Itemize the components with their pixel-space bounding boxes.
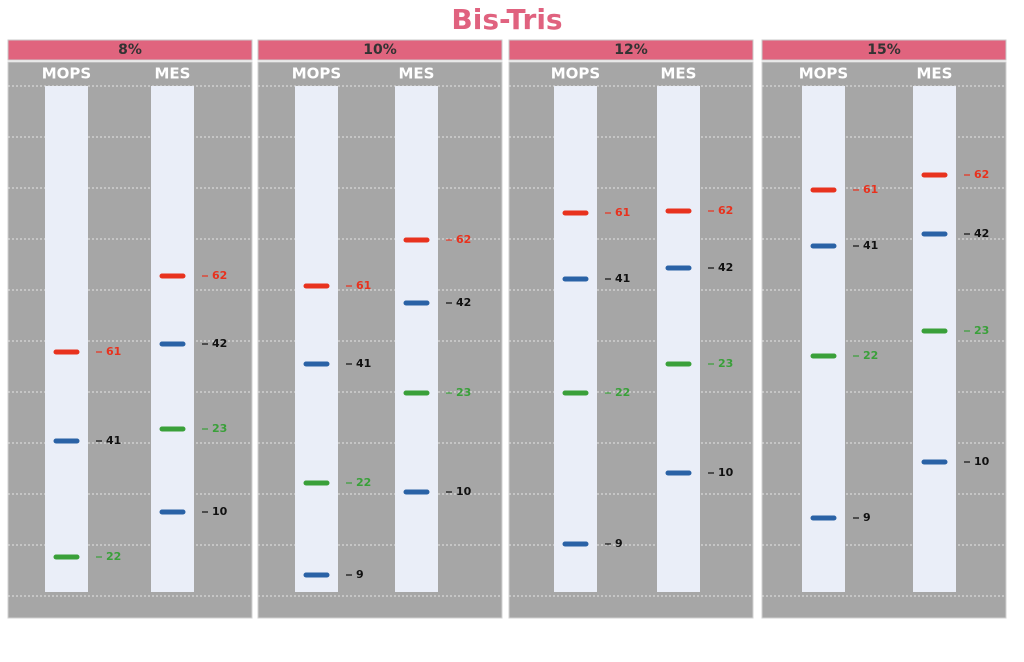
band-label: 22 [863,349,878,362]
lane [45,86,88,592]
band-label: 10 [456,485,472,498]
band-label: 10 [718,466,734,479]
band-label: 41 [106,434,121,447]
panel-header [508,39,754,61]
band-label: 22 [356,476,371,489]
band-label: 23 [718,357,733,370]
title: Bis-Tris [451,3,562,36]
band [53,554,80,560]
band-label: 61 [615,206,630,219]
panel-body [508,61,754,619]
band-label: 61 [863,183,878,196]
band-label: 42 [212,337,227,350]
band [562,210,589,216]
band [303,283,330,289]
band [810,187,837,193]
lane [657,86,700,592]
band [159,509,186,515]
band [665,361,692,367]
band-label: 42 [974,227,989,240]
band-label: 41 [356,357,371,370]
band-label: 42 [456,296,471,309]
band [303,572,330,578]
band [921,231,948,237]
band-label: 62 [974,168,989,181]
band [810,353,837,359]
band-label: 41 [863,239,878,252]
panel-header-label: 8% [118,42,142,58]
band [53,349,80,355]
panel-header-label: 10% [363,42,397,58]
band [665,265,692,271]
band [159,341,186,347]
band [303,361,330,367]
band-label: 42 [718,261,733,274]
band-label: 62 [212,269,227,282]
band-label: 61 [356,279,371,292]
lane-label: MOPS [292,65,341,83]
lane-label: MOPS [42,65,91,83]
lane [913,86,956,592]
band [403,489,430,495]
band-label: 62 [456,233,471,246]
lane-label: MOPS [551,65,600,83]
band [562,276,589,282]
lane-label: MES [917,65,953,83]
band-label: 61 [106,345,121,358]
lane-label: MOPS [799,65,848,83]
panel-header [7,39,253,61]
panel-header [257,39,503,61]
band [665,208,692,214]
band-label: 10 [974,455,990,468]
band [159,426,186,432]
band [810,515,837,521]
lane-label: MES [661,65,697,83]
panel-body [761,61,1007,619]
band [921,172,948,178]
band-label: 9 [863,511,871,524]
band-label: 9 [356,568,364,581]
lane-label: MES [399,65,435,83]
lane [802,86,845,592]
band [562,390,589,396]
lane [151,86,194,592]
band [403,390,430,396]
lane [295,86,338,592]
band-label: 23 [456,386,471,399]
panel-body [257,61,503,619]
band-label: 22 [615,386,630,399]
band-label: 10 [212,505,228,518]
band-label: 23 [974,324,989,337]
lane [395,86,438,592]
band [403,237,430,243]
band-label: 22 [106,550,121,563]
band [921,459,948,465]
band [921,328,948,334]
band [665,470,692,476]
band [159,273,186,279]
lane [554,86,597,592]
band [403,300,430,306]
band-label: 41 [615,272,630,285]
band [562,541,589,547]
panel-header-label: 12% [614,42,648,58]
lane-label: MES [155,65,191,83]
panel-header [761,39,1007,61]
band-label: 9 [615,537,623,550]
band-label: 23 [212,422,227,435]
band [810,243,837,249]
band [303,480,330,486]
band-label: 62 [718,204,733,217]
band [53,438,80,444]
panel-header-label: 15% [867,42,901,58]
